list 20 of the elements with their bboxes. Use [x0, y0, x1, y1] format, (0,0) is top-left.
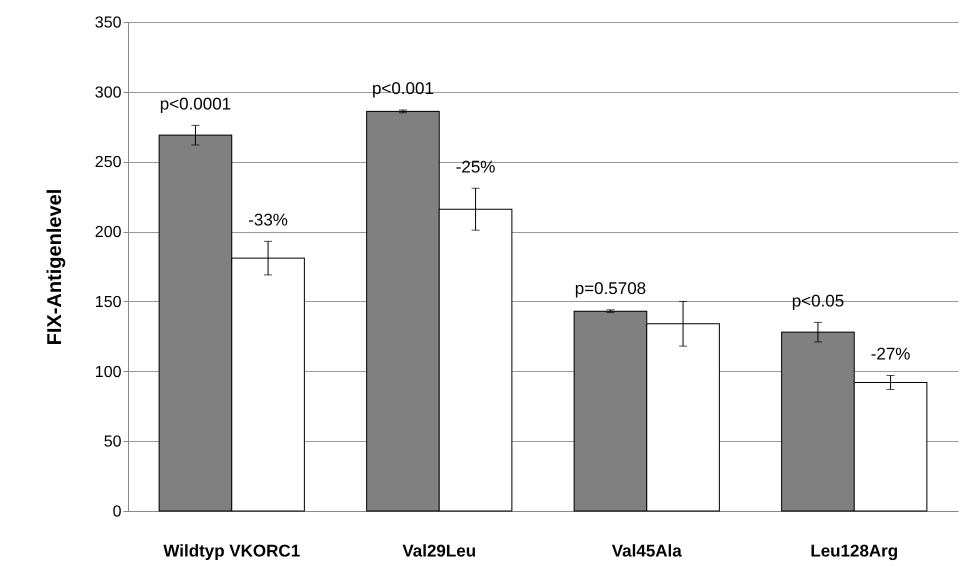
y-tick-label: 50: [104, 434, 122, 451]
annotation: -33%: [248, 210, 288, 230]
annotation: -27%: [870, 344, 910, 364]
y-tick-label: 350: [94, 14, 122, 32]
x-tick-label: Wildtyp VKORC1: [163, 542, 300, 560]
y-tick-label: 100: [94, 364, 122, 381]
x-tick-label: Val45Ala: [612, 542, 682, 560]
annotation: -25%: [456, 157, 496, 176]
y-axis-title: FIX-Antigenlevel: [44, 188, 66, 346]
y-tick-label: 0: [112, 504, 122, 520]
y-tick-label: 300: [94, 84, 122, 102]
x-tick-label: Leu128Arg: [810, 542, 898, 560]
annotation: p<0.0001: [160, 94, 232, 114]
y-tick-label: 150: [94, 294, 122, 311]
annotation: p=0.5708: [574, 278, 646, 298]
x-tick-label: Val29Leu: [402, 542, 476, 560]
y-tick-label: 250: [94, 154, 122, 172]
annotation: p<0.001: [372, 79, 434, 98]
y-tick-label: 200: [94, 224, 122, 242]
annotation: p<0.05: [792, 291, 844, 310]
